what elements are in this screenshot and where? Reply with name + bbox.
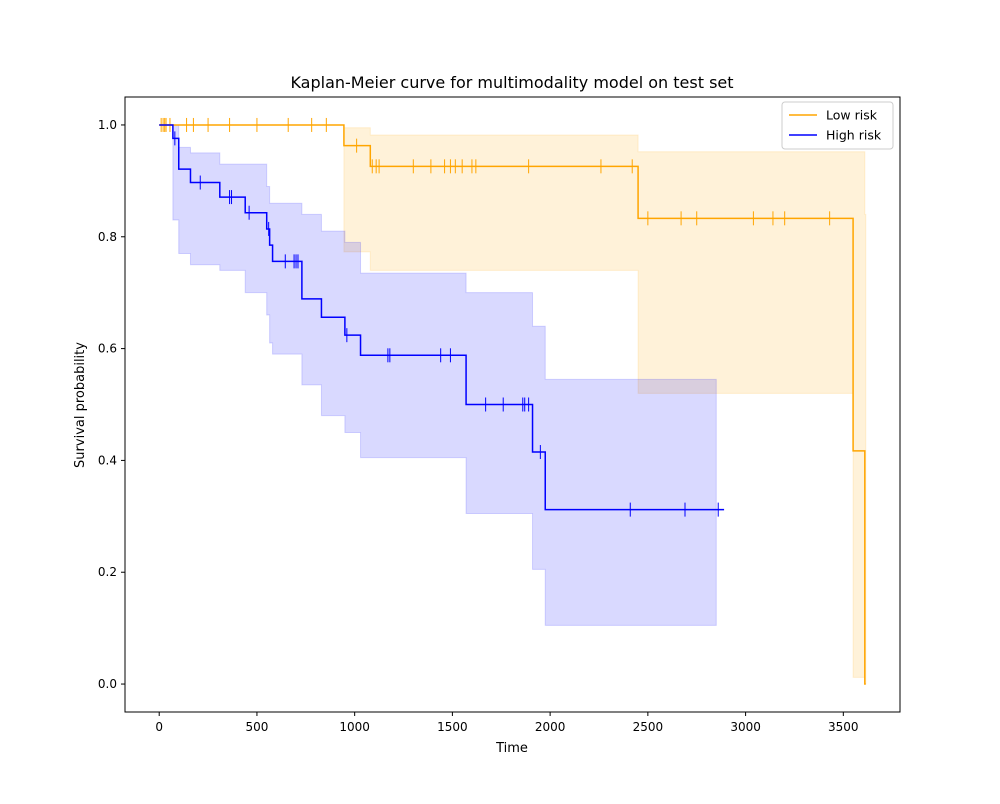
x-tick-label: 3000 bbox=[730, 720, 761, 734]
plot-frame bbox=[124, 96, 901, 713]
x-axis-label: Time bbox=[495, 741, 528, 756]
y-tick-label: 0.4 bbox=[98, 453, 117, 467]
y-tick-label: 0.6 bbox=[98, 342, 117, 356]
x-tick-label: 1500 bbox=[437, 720, 468, 734]
y-axis-label: Survival probability bbox=[73, 342, 88, 468]
legend-label-1: High risk bbox=[826, 128, 882, 143]
chart-title: Kaplan-Meier curve for multimodality mod… bbox=[290, 73, 733, 92]
y-tick-label: 1.0 bbox=[98, 118, 117, 132]
legend-label-0: Low risk bbox=[826, 108, 878, 123]
legend: Low risk High risk bbox=[781, 101, 894, 150]
survival-line-0 bbox=[159, 124, 866, 685]
x-tick-label: 2500 bbox=[633, 720, 664, 734]
legend-box bbox=[781, 101, 894, 150]
y-tick-label: 0.8 bbox=[98, 230, 117, 244]
x-tick-label: 1000 bbox=[339, 720, 370, 734]
x-tick-label: 3500 bbox=[828, 720, 859, 734]
y-tick-label: 0.0 bbox=[98, 677, 117, 691]
x-tick-label: 2000 bbox=[535, 720, 566, 734]
x-tick-label: 500 bbox=[245, 720, 268, 734]
survival-line-1 bbox=[159, 124, 725, 511]
ci-band-1 bbox=[159, 124, 717, 626]
y-tick-label: 0.2 bbox=[98, 565, 117, 579]
x-tick-label: 0 bbox=[155, 720, 163, 734]
axis-ticks: 0 500 1000 1500 2000 2500 3000 3500 0.0 0.2 0.4 0.6… bbox=[98, 118, 859, 734]
survival-lines bbox=[159, 117, 866, 685]
